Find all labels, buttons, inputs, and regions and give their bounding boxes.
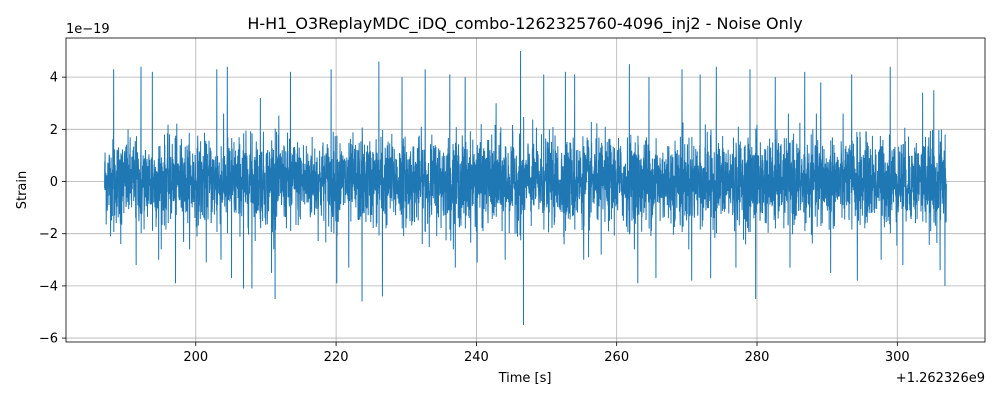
strain-series-line <box>104 51 947 326</box>
x-tick-label: 220 <box>324 350 349 365</box>
x-axis-ticks: 200 220 240 260 280 300 <box>183 342 910 365</box>
plot-data <box>104 51 947 326</box>
y-tick-label: 2 <box>50 123 58 138</box>
x-tick-label: 200 <box>183 350 208 365</box>
x-axis-label: Time [s] <box>498 371 552 386</box>
y-tick-label: 0 <box>50 175 58 190</box>
x-tick-label: 260 <box>604 350 629 365</box>
plot-frame <box>65 37 986 343</box>
x-tick-label: 240 <box>464 350 489 365</box>
y-tick-label: 4 <box>50 71 58 86</box>
y-axis-ticks: −6 −4 −2 0 2 4 <box>39 71 66 347</box>
y-tick-label: −6 <box>39 332 58 347</box>
x-tick-label: 280 <box>745 350 770 365</box>
y-axis-label: Strain <box>15 171 30 210</box>
x-offset-label: +1.262326e9 <box>896 371 985 386</box>
y-tick-label: −4 <box>39 279 58 294</box>
y-scale-label: 1e−19 <box>66 22 110 37</box>
chart-title: H-H1_O3ReplayMDC_iDQ_combo-1262325760-40… <box>247 14 802 34</box>
y-tick-label: −2 <box>39 227 58 242</box>
x-tick-label: 300 <box>885 350 910 365</box>
